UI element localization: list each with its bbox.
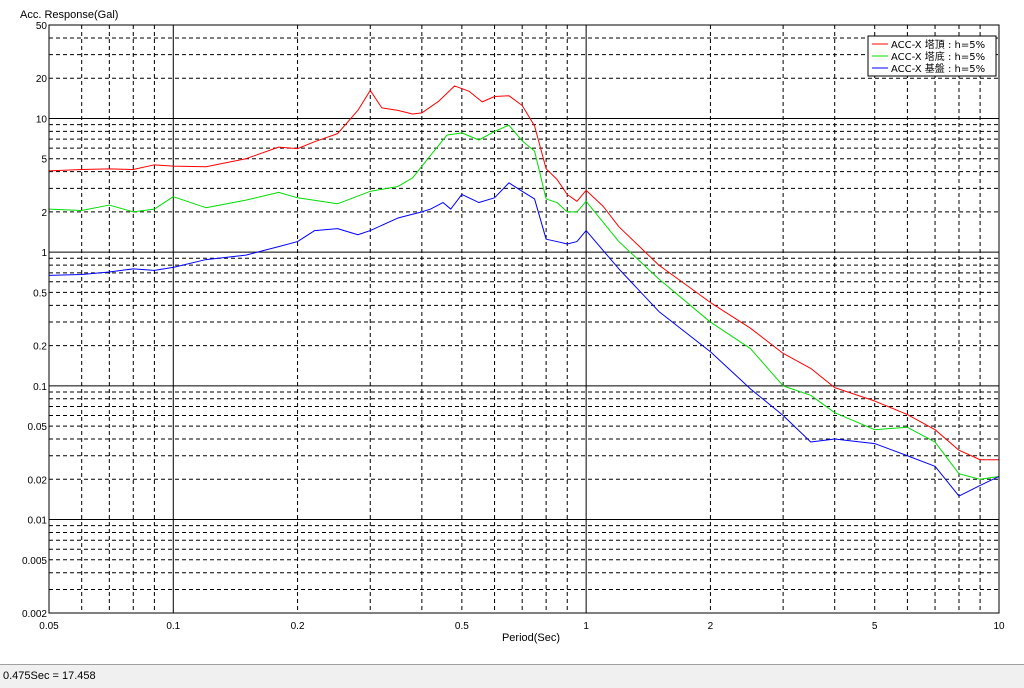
x-axis-title: Period(Sec)	[502, 632, 560, 644]
plot-border	[48, 24, 1000, 614]
y-tick-label: 0.01	[28, 516, 48, 527]
plot-area[interactable]	[49, 25, 999, 613]
y-tick-labels: 50 20 10 5 2 1 0.5 0.2 0.1 0.05 0.02 0.01 0.005 0.002	[22, 21, 47, 620]
y-tick-label: 0.2	[33, 342, 47, 353]
y-tick-label: 0.02	[28, 475, 48, 486]
series-layer	[48, 85, 1000, 497]
y-tick-label: 0.5	[33, 288, 47, 299]
y-tick-label: 0.05	[28, 422, 48, 433]
x-tick-label: 2	[708, 621, 714, 632]
legend-label: ACC-X 塔底 : h=5%	[891, 50, 985, 63]
status-bar: 0.475Sec = 17.458	[0, 664, 1024, 688]
x-tick-labels: 0.05 0.1 0.2 0.5 1 2 5 10	[39, 621, 1005, 632]
y-tick-label: 2	[41, 208, 47, 219]
legend-box	[867, 35, 997, 77]
response-spectrum-chart: Acc. Response(Gal) 0.05 0.1 0.2 0.5 1 2 5 10 50…	[20, 9, 1005, 644]
y-tick-label: 50	[36, 21, 48, 32]
x-tick-label: 5	[872, 621, 878, 632]
y-tick-label: 1	[41, 248, 47, 259]
x-tick-label: 0.2	[291, 621, 305, 632]
series-line-2	[48, 124, 1000, 480]
y-tick-label: 10	[36, 114, 48, 125]
status-readout: 0.475Sec = 17.458	[3, 670, 96, 682]
legend-label: ACC-X 基盤 : h=5%	[891, 62, 985, 75]
legend-label: ACC-X 塔頂 : h=5%	[891, 38, 985, 51]
x-tick-label: 0.05	[39, 621, 59, 632]
x-tick-label: 0.5	[455, 621, 469, 632]
series-line-1	[48, 85, 999, 461]
y-tick-label: 20	[36, 74, 48, 85]
y-tick-label: 0.005	[22, 556, 47, 567]
series-line-3	[48, 182, 1000, 497]
y-axis-title: Acc. Response(Gal)	[20, 9, 118, 21]
y-tick-label: 0.1	[33, 382, 47, 393]
legend[interactable]: ACC-X 塔頂 : h=5%ACC-X 塔底 : h=5%ACC-X 基盤 :…	[867, 35, 997, 77]
x-tick-label: 10	[993, 621, 1005, 632]
y-tick-label: 0.002	[22, 609, 47, 620]
y-tick-label: 5	[41, 155, 47, 166]
x-tick-label: 1	[583, 621, 589, 632]
grid	[49, 25, 999, 613]
x-tick-label: 0.1	[166, 621, 180, 632]
